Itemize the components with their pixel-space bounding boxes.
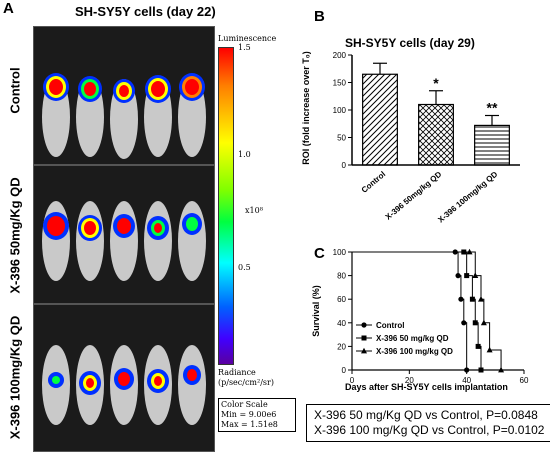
survival-chart-svg: 0 20 40 60 80 100 0 20 40 60 Control X-396 50 mg/kg… — [333, 248, 529, 385]
bar-y-tick-label: 200 — [333, 51, 347, 60]
bar-0 — [362, 73, 398, 166]
row-label-100mg: X-396 100mg/Kg QD — [7, 315, 23, 440]
survival-ylabel: Survival (%) — [311, 285, 321, 337]
mice-100mg-svg — [42, 345, 206, 425]
stats-line-100mg: X-396 100 mg/Kg QD vs Control, P=0.0102 — [314, 423, 545, 437]
survival-point — [469, 296, 475, 302]
legend-marker — [361, 347, 367, 354]
bar-category-label: X-396 100mg/kg QD — [436, 169, 499, 224]
survival-y-tick-label: 20 — [337, 342, 346, 351]
survival-y-tick-label: 0 — [342, 366, 347, 375]
colorbar-tick: 1.5 — [238, 43, 251, 52]
panel-a-title: SH-SY5Y cells (day 22) — [75, 4, 216, 19]
survival-y-tick-label: 60 — [337, 295, 346, 304]
bar-category-label: Control — [360, 170, 388, 195]
bar-y-tick-label: 50 — [337, 134, 346, 143]
imaging-photo-control — [33, 26, 215, 165]
imaging-photo-100mg — [33, 304, 215, 452]
survival-point — [466, 248, 473, 255]
bar-2 — [474, 124, 510, 166]
row-label-50mg: X-396 50mg/Kg QD — [7, 176, 23, 294]
colorbar-gradient — [218, 47, 234, 365]
survival-point — [475, 343, 481, 349]
survival-plot: 0 20 40 60 80 100 0 20 40 60 Control X-396 50 mg/kg… — [333, 248, 529, 385]
color-scale-min: Min = 9.00e6 — [221, 410, 277, 419]
panel-b-title: SH-SY5Y cells (day 29) — [345, 36, 475, 50]
stats-box: X-396 50 mg/Kg QD vs Control, P=0.0848 X… — [306, 404, 550, 442]
survival-x-tick-label: 0 — [350, 376, 355, 385]
mice-control-svg — [42, 73, 206, 159]
survival-point — [472, 320, 478, 326]
legend-marker — [361, 322, 367, 328]
survival-point — [464, 273, 470, 279]
survival-point — [486, 346, 493, 353]
legend-label: X-396 50 mg/kg QD — [376, 334, 449, 343]
legend-label: Control — [376, 321, 404, 330]
colorbar-tick: 1.0 — [238, 150, 251, 159]
survival-point — [480, 319, 487, 326]
row-label-control: Control — [7, 66, 23, 114]
colorbar-top-label: Luminescence — [218, 34, 277, 43]
survival-point — [458, 296, 464, 302]
survival-point — [461, 320, 467, 326]
survival-x-tick-label: 60 — [520, 376, 529, 385]
legend-label: X-396 100 mg/kg QD — [376, 347, 453, 356]
bar-y-tick-label: 100 — [333, 106, 347, 115]
bar-significance: ** — [487, 100, 498, 116]
survival-point — [478, 296, 484, 302]
bar-significance: * — [433, 75, 439, 91]
panel-c-label: C — [314, 245, 325, 262]
survival-point — [478, 367, 484, 373]
legend-marker — [361, 335, 367, 341]
bar-ylabel: ROI (fold increase over T₀) — [301, 50, 311, 165]
colorbar-tick: 0.5 — [238, 263, 251, 272]
survival-y-tick-label: 100 — [333, 248, 347, 257]
survival-point — [472, 272, 479, 278]
color-scale-title: Color Scale — [221, 400, 268, 409]
colorbar-unit: (p/sec/cm²/sr) — [218, 378, 274, 387]
survival-point — [455, 273, 461, 279]
stats-line-50mg: X-396 50 mg/Kg QD vs Control, P=0.0848 — [314, 408, 538, 422]
color-scale-box: Color Scale Min = 9.00e6 Max = 1.51e8 — [218, 398, 296, 432]
color-scale-max: Max = 1.51e8 — [221, 420, 278, 429]
mice-50mg-svg — [42, 201, 206, 281]
survival-x-tick-label: 20 — [405, 376, 414, 385]
survival-y-tick-label: 40 — [337, 319, 346, 328]
bar-y-tick-label: 150 — [333, 79, 347, 88]
colorbar-unit-title: Radiance — [218, 368, 256, 377]
survival-x-tick-label: 40 — [462, 376, 471, 385]
survival-y-tick-label: 80 — [337, 272, 346, 281]
bar-category-label: X-396 50mg/kg QD — [384, 169, 444, 221]
bar-chart-plot: 0 50 100 150 200 Control * X-396 50mg/kg QD ** X-… — [333, 51, 520, 225]
survival-point — [464, 367, 470, 373]
bar-chart-svg: 0 50 100 150 200 Control * X-396 50mg/kg QD ** X-… — [333, 51, 520, 225]
imaging-photo-50mg — [33, 165, 215, 304]
survival-point — [498, 366, 505, 373]
panel-b-label: B — [314, 8, 325, 25]
panel-a-label: A — [3, 0, 14, 17]
bar-1 — [418, 103, 454, 166]
survival-xlabel: Days after SH-SY5Y cells implantation — [345, 382, 508, 392]
colorbar-multiplier: x10⁸ — [245, 206, 263, 215]
bar-y-tick-label: 0 — [342, 161, 347, 170]
